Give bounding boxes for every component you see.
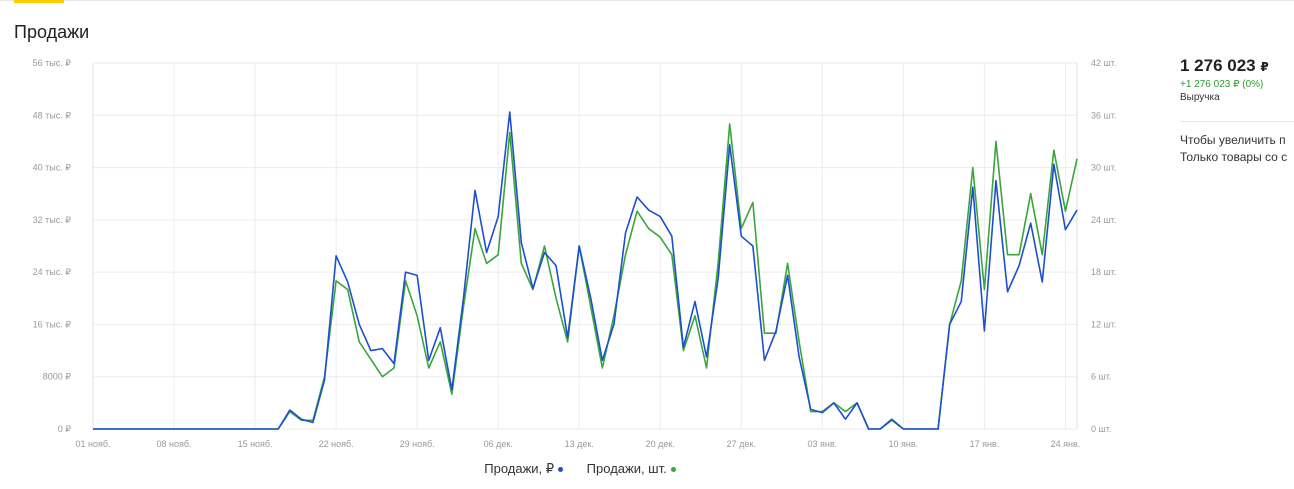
section-title: Продажи — [14, 22, 90, 42]
y-right-tick-label: 36 шт. — [1091, 110, 1116, 120]
y-left-tick-label: 24 тыс. ₽ — [33, 267, 72, 277]
y-left-tick-label: 48 тыс. ₽ — [33, 110, 72, 120]
x-tick-label: 06 дек. — [484, 439, 513, 449]
active-tab-indicator — [14, 0, 64, 3]
sales-chart: 0 ₽ 0 шт. 8000 ₽ 6 шт. 16 тыс. ₽ 12 шт. 24 тыс… — [33, 58, 1117, 449]
x-tick-label: 17 янв. — [970, 439, 1000, 449]
series-line-revenue — [93, 111, 1078, 430]
x-tick-label: 13 дек. — [565, 439, 594, 449]
x-tick-label: 29 нояб. — [400, 439, 435, 449]
legend-dot-revenue — [558, 467, 564, 473]
grid — [92, 62, 1078, 430]
revenue-label: Выручка — [1180, 92, 1220, 103]
currency-sign: ₽ — [1260, 60, 1269, 74]
x-tick-label: 20 дек. — [646, 439, 675, 449]
y-right-tick-label: 42 шт. — [1091, 58, 1116, 68]
y-right-tick-label: 30 шт. — [1091, 163, 1116, 173]
y-right-tick-label: 6 шт. — [1091, 372, 1111, 382]
legend-label-units: Продажи, шт. — [586, 461, 667, 476]
y-right-tick-label: 18 шт. — [1091, 267, 1116, 277]
legend-label-revenue: Продажи, ₽ — [484, 461, 555, 476]
x-tick-label: 27 дек. — [727, 439, 756, 449]
series-line-units — [93, 123, 1078, 430]
x-tick-label: 08 нояб. — [157, 439, 192, 449]
x-tick-label: 22 нояб. — [319, 439, 354, 449]
y-right-tick-label: 12 шт. — [1091, 319, 1116, 329]
y-right-tick-label: 24 шт. — [1091, 215, 1116, 225]
summary-note: Чтобы увеличить п Только товары со с — [1180, 132, 1294, 166]
summary-panel: 1 276 023 ₽ +1 276 023 ₽ (0%) Выручка Чт… — [1180, 56, 1294, 166]
y-left-tick-label: 8000 ₽ — [43, 372, 72, 382]
revenue-total: 1 276 023 ₽ — [1180, 56, 1294, 76]
y-left-tick-label: 16 тыс. ₽ — [33, 319, 72, 329]
chart-legend: Продажи, ₽ Продажи, шт. — [0, 461, 1160, 477]
y-left-tick-label: 56 тыс. ₽ — [33, 58, 72, 68]
x-tick-label: 10 янв. — [889, 439, 919, 449]
revenue-total-value: 1 276 023 — [1180, 56, 1256, 75]
top-divider — [0, 0, 1294, 1]
legend-dot-units — [670, 467, 676, 473]
summary-divider — [1180, 121, 1294, 122]
axes-labels: 0 ₽ 0 шт. 8000 ₽ 6 шт. 16 тыс. ₽ 12 шт. 24 тыс… — [33, 58, 1117, 449]
y-left-tick-label: 32 тыс. ₽ — [33, 215, 72, 225]
y-right-tick-label: 0 шт. — [1091, 424, 1111, 434]
summary-note-line-2: Только товары со с — [1180, 150, 1288, 164]
legend-item-units[interactable]: Продажи, шт. — [587, 461, 676, 476]
summary-note-line-1: Чтобы увеличить п — [1180, 133, 1286, 147]
series-lines — [93, 111, 1078, 430]
x-tick-label: 03 янв. — [807, 439, 837, 449]
revenue-change: +1 276 023 ₽ (0%) — [1180, 79, 1264, 90]
y-left-tick-label: 0 ₽ — [58, 424, 72, 434]
x-tick-label: 24 янв. — [1051, 439, 1081, 449]
y-left-tick-label: 40 тыс. ₽ — [33, 163, 72, 173]
legend-item-revenue[interactable]: Продажи, ₽ — [484, 461, 564, 477]
x-tick-label: 15 нояб. — [238, 439, 273, 449]
x-tick-label: 01 нояб. — [75, 439, 110, 449]
